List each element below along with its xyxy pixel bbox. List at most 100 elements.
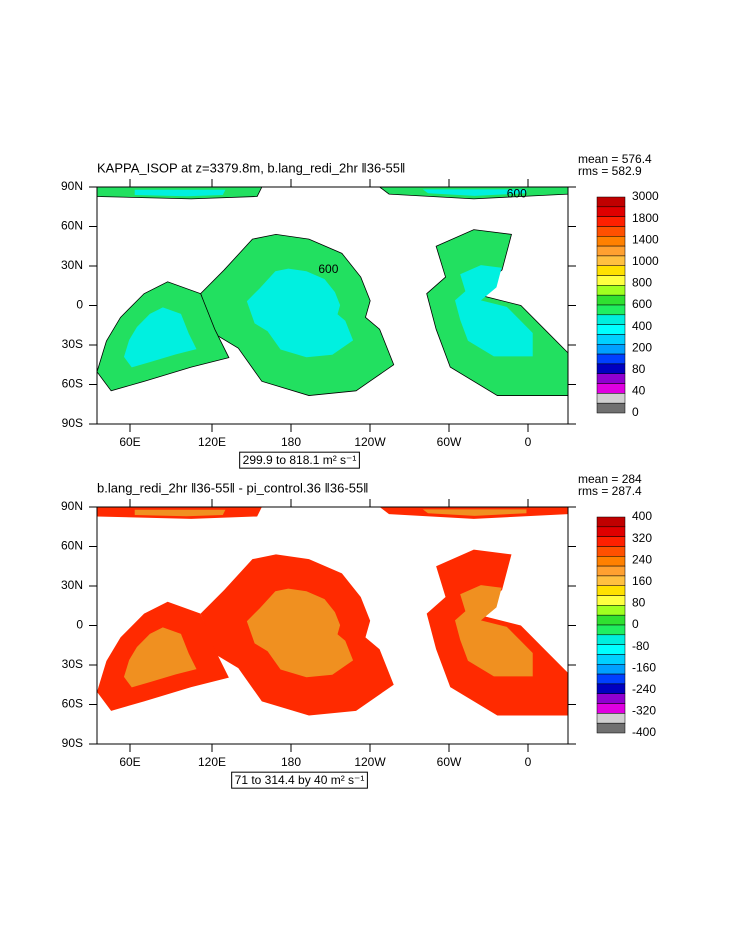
lat-label: 30N	[61, 258, 83, 272]
colorbar-box	[596, 556, 626, 567]
colorbar-label: 80	[632, 596, 646, 610]
colorbar-box	[596, 314, 626, 325]
lat-label: 30S	[62, 337, 83, 351]
colorbar-box	[596, 595, 626, 606]
colorbar-label: 1400	[632, 232, 659, 246]
ocean	[455, 585, 533, 677]
colorbar-label: -320	[632, 704, 656, 718]
stat: rms = 582.9	[578, 164, 642, 178]
colorbar-box	[596, 206, 626, 217]
lat-label: 60S	[62, 697, 83, 711]
colorbar-box	[596, 664, 626, 675]
lat-label: 0	[76, 298, 83, 312]
panel-title: b.lang_redi_2hr ‖36-55‖ - pi_control.36 …	[97, 480, 369, 495]
colorbar-box	[596, 585, 626, 596]
lon-label: 120E	[198, 435, 226, 449]
colorbar-box	[596, 393, 626, 404]
ocean	[246, 588, 354, 678]
ocean	[246, 268, 354, 358]
lon-label: 180	[281, 755, 301, 769]
map	[96, 186, 569, 396]
colorbar-label: 160	[632, 574, 652, 588]
colorbar-label: 1800	[632, 211, 659, 225]
colorbar-box	[596, 383, 626, 394]
colorbar-box	[596, 363, 626, 374]
contour-label: 600	[507, 186, 527, 200]
range-label: 299.9 to 818.1 m² s⁻¹	[243, 453, 357, 467]
colorbar-box	[596, 353, 626, 365]
colorbar-box	[596, 216, 626, 227]
map	[97, 507, 568, 716]
colorbar-label: 400	[632, 509, 652, 523]
colorbar-box	[596, 536, 626, 547]
lon-label: 120W	[354, 755, 386, 769]
colorbar-label: 800	[632, 276, 652, 290]
colorbar-box	[596, 275, 626, 286]
colorbar-box	[596, 373, 626, 384]
colorbar-box	[596, 402, 626, 414]
lat-label: 90S	[62, 416, 83, 430]
colorbar-box	[596, 654, 626, 665]
colorbar-box	[596, 713, 626, 724]
colorbar-box	[596, 683, 626, 694]
colorbar-box	[596, 334, 626, 345]
colorbar-box	[596, 265, 626, 276]
colorbar-label: 40	[632, 384, 646, 398]
lon-label: 180	[281, 435, 301, 449]
colorbar-label: 0	[632, 405, 639, 419]
colorbar-box	[596, 575, 626, 586]
colorbar-box	[596, 526, 626, 537]
colorbar-label: -160	[632, 660, 656, 674]
lon-label: 60W	[437, 435, 462, 449]
colorbar-label: -400	[632, 725, 656, 739]
range-box	[239, 451, 360, 469]
lon-label: 60W	[437, 755, 462, 769]
panel-title: KAPPA_ISOP at z=3379.8m, b.lang_redi_2hr…	[97, 160, 405, 175]
lat-label: 0	[76, 618, 83, 632]
ocean	[422, 509, 527, 516]
colorbar-box	[596, 722, 626, 734]
ocean	[455, 265, 533, 357]
colorbar-box	[596, 245, 626, 257]
colorbar-box	[596, 565, 626, 577]
colorbar-label: 3000	[632, 189, 659, 203]
colorbar-box	[596, 226, 626, 237]
ocean	[123, 307, 197, 368]
colorbar-box	[596, 605, 626, 616]
colorbar-box	[596, 624, 626, 636]
stat: rms = 287.4	[578, 484, 642, 498]
colorbar-label: 320	[632, 531, 652, 545]
colorbar-box	[596, 516, 626, 528]
ocean	[123, 627, 197, 688]
lon-label: 60E	[119, 435, 140, 449]
contour-label: 600	[318, 262, 338, 276]
colorbar-box	[596, 693, 626, 704]
stat: mean = 576.4	[578, 152, 652, 166]
lat-label: 30S	[62, 657, 83, 671]
lon-label: 0	[525, 755, 532, 769]
colorbar-label: -80	[632, 639, 650, 653]
colorbar-box	[596, 644, 626, 655]
lon-label: 120W	[354, 435, 386, 449]
colorbar-label: 600	[632, 297, 652, 311]
colorbar-box	[596, 634, 626, 645]
ocean	[422, 189, 527, 196]
range-label: 71 to 314.4 by 40 m² s⁻¹	[235, 773, 365, 787]
lon-label: 0	[525, 435, 532, 449]
lat-label: 60N	[61, 219, 83, 233]
colorbar-label: 240	[632, 552, 652, 566]
colorbar-box	[596, 324, 626, 335]
colorbar-label: 1000	[632, 254, 659, 268]
ocean	[134, 189, 226, 197]
lon-label: 120E	[198, 755, 226, 769]
colorbar-box	[596, 285, 626, 296]
colorbar-box	[596, 255, 626, 266]
lat-label: 90S	[62, 736, 83, 750]
lat-label: 60N	[61, 539, 83, 553]
lon-label: 60E	[119, 755, 140, 769]
colorbar-box	[596, 703, 626, 714]
range-box	[231, 771, 368, 789]
colorbar-label: 0	[632, 617, 639, 631]
colorbar-label: 200	[632, 340, 652, 354]
stat: mean = 284	[578, 472, 642, 486]
